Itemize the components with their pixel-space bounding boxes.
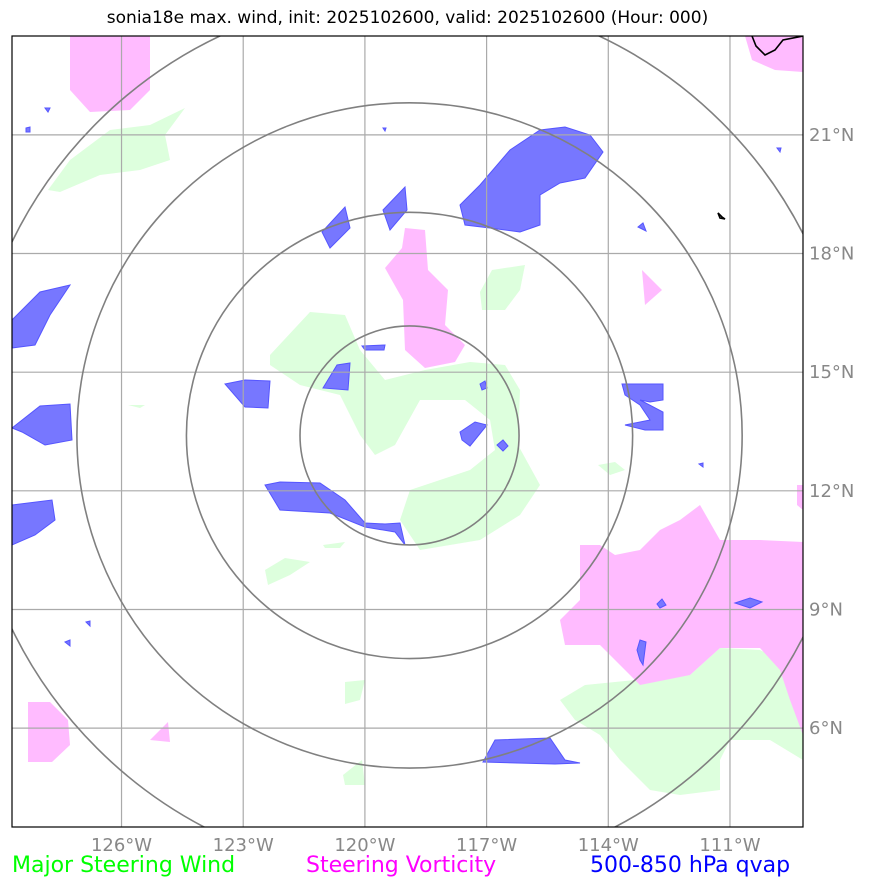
range-ring <box>76 102 743 769</box>
longitude-tick-label: 126°W <box>91 835 152 856</box>
longitude-tick-label: 117°W <box>456 835 517 856</box>
map-title: sonia18e max. wind, init: 2025102600, va… <box>106 8 709 28</box>
gridlines <box>12 36 803 827</box>
longitude-tick-label: 120°W <box>334 835 395 856</box>
legend-steering-vorticity: Steering Vorticity <box>306 853 497 878</box>
latitude-tick-labels: 21°N 18°N 15°N 12°N 9°N 6°N <box>809 125 854 739</box>
range-rings <box>12 36 803 827</box>
longitude-tick-label: 111°W <box>699 835 760 856</box>
latitude-tick-label: 21°N <box>809 125 854 146</box>
coastline <box>717 36 803 220</box>
longitude-tick-label: 123°W <box>213 835 274 856</box>
latitude-tick-label: 6°N <box>809 718 843 739</box>
longitude-tick-labels: 126°W 123°W 120°W 117°W 114°W 111°W <box>91 835 761 856</box>
steering-wind-areas <box>48 108 803 795</box>
latitude-tick-label: 9°N <box>809 599 843 620</box>
qvap-areas <box>12 107 782 765</box>
range-ring <box>299 325 520 546</box>
steering-vorticity-areas <box>28 36 803 762</box>
latitude-tick-label: 18°N <box>809 244 854 265</box>
plot-frame <box>11 35 804 828</box>
legend-steering-wind: Major Steering Wind <box>12 853 236 878</box>
latitude-tick-label: 15°N <box>809 362 854 383</box>
range-ring <box>185 211 634 660</box>
latitude-tick-label: 12°N <box>809 481 854 502</box>
longitude-tick-label: 114°W <box>578 835 639 856</box>
legend-qvap: 500-850 hPa qvap <box>590 853 791 878</box>
